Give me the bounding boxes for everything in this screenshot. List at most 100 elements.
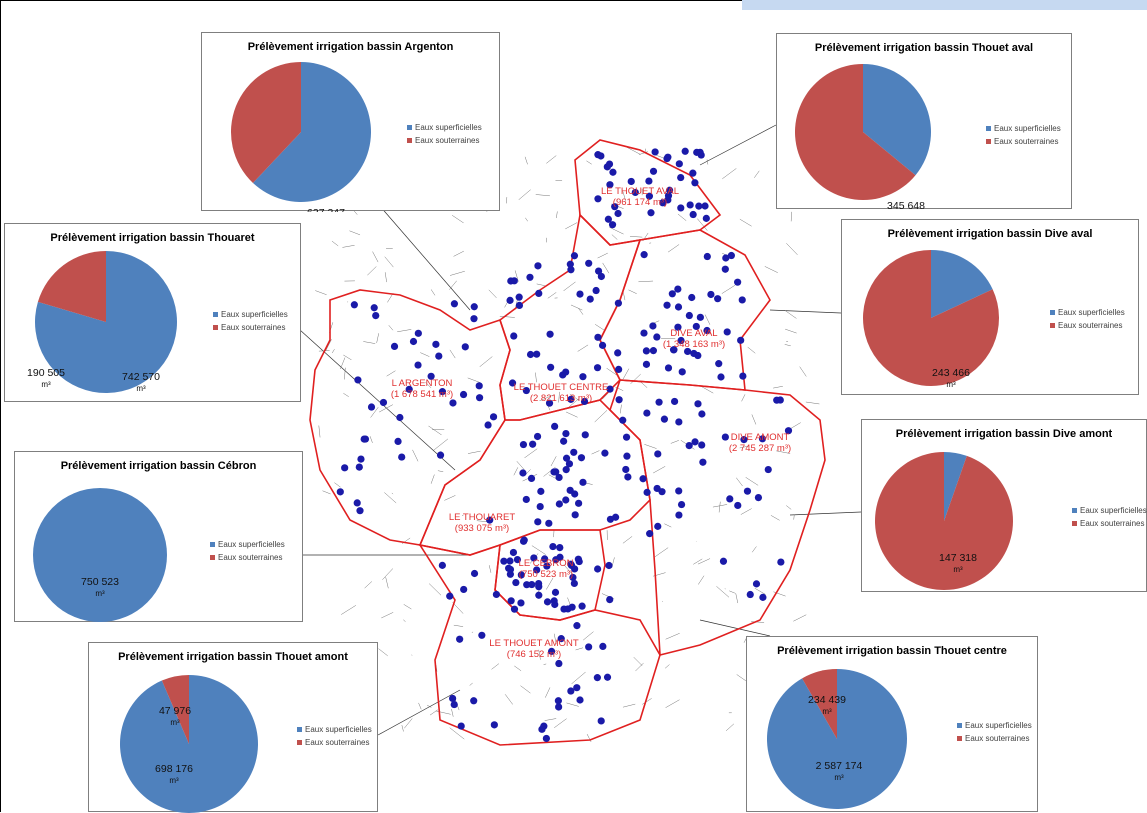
well-point bbox=[562, 368, 569, 375]
river-segment bbox=[752, 546, 756, 552]
river-segment bbox=[592, 451, 600, 455]
river-segment bbox=[403, 620, 405, 622]
river-segment bbox=[492, 664, 499, 670]
river-segment bbox=[655, 548, 668, 557]
well-point bbox=[599, 643, 606, 650]
chart-legend: Eaux superficielles Eaux souterraines bbox=[213, 308, 288, 334]
river-segment bbox=[722, 168, 736, 178]
river-segment bbox=[567, 598, 569, 605]
well-point bbox=[582, 431, 589, 438]
well-point bbox=[691, 179, 698, 186]
well-point bbox=[604, 674, 611, 681]
well-point bbox=[414, 361, 421, 368]
well-point bbox=[458, 722, 465, 729]
basin-volume: (1 678 541 m³) bbox=[391, 389, 453, 400]
legend-item-superficielles: Eaux superficielles bbox=[407, 121, 482, 134]
river-segment bbox=[468, 451, 481, 453]
river-segment bbox=[430, 710, 438, 715]
river-segment bbox=[428, 426, 441, 435]
legend-label: Eaux superficielles bbox=[221, 310, 288, 319]
river-segment bbox=[666, 633, 680, 639]
river-segment bbox=[379, 649, 388, 656]
river-segment bbox=[392, 493, 393, 494]
well-point bbox=[605, 562, 612, 569]
well-point bbox=[579, 373, 586, 380]
pie-slices bbox=[33, 488, 167, 622]
slice-value-label: 190 505 bbox=[27, 367, 65, 379]
well-point bbox=[675, 511, 682, 518]
river-segment bbox=[449, 281, 456, 290]
river-segment bbox=[623, 369, 629, 380]
well-point bbox=[435, 352, 442, 359]
river-segment bbox=[729, 591, 735, 593]
river-segment bbox=[349, 231, 360, 235]
river-segment bbox=[343, 393, 348, 397]
well-point bbox=[698, 410, 705, 417]
well-point bbox=[451, 300, 458, 307]
legend-swatch bbox=[986, 139, 991, 144]
well-point bbox=[556, 544, 563, 551]
legend-label: Eaux superficielles bbox=[1080, 506, 1147, 515]
well-point bbox=[734, 502, 741, 509]
well-point bbox=[765, 466, 772, 473]
river-segment bbox=[752, 414, 756, 424]
well-point bbox=[715, 360, 722, 367]
well-point bbox=[655, 399, 662, 406]
well-point bbox=[537, 488, 544, 495]
well-point bbox=[739, 296, 746, 303]
well-point bbox=[538, 726, 545, 733]
river-segment bbox=[468, 378, 480, 383]
well-point bbox=[720, 558, 727, 565]
well-point bbox=[614, 210, 621, 217]
well-point bbox=[555, 703, 562, 710]
slice-value-label: 698 176 bbox=[155, 763, 193, 775]
well-point bbox=[722, 266, 729, 273]
river-segment bbox=[598, 253, 608, 258]
river-segment bbox=[645, 149, 646, 152]
legend-label: Eaux souterraines bbox=[305, 738, 369, 747]
river-segment bbox=[525, 157, 527, 165]
legend-swatch bbox=[1072, 508, 1077, 513]
slice-value-label: 637 347 bbox=[307, 207, 345, 212]
slice-value-label: 243 466 bbox=[932, 367, 970, 379]
river-segment bbox=[450, 350, 455, 358]
well-point bbox=[529, 441, 536, 448]
river-segment bbox=[382, 569, 393, 580]
river-segment bbox=[566, 703, 578, 707]
river-segment bbox=[413, 450, 419, 461]
river-segment bbox=[551, 456, 556, 466]
well-point bbox=[587, 295, 594, 302]
well-point bbox=[573, 684, 580, 691]
river-segment bbox=[367, 266, 376, 275]
well-point bbox=[644, 489, 651, 496]
river-segment bbox=[363, 341, 375, 343]
river-segment bbox=[630, 236, 642, 237]
legend-item-superficielles: Eaux superficielles bbox=[957, 719, 1032, 732]
slice-value-label: 47 976 bbox=[159, 705, 191, 717]
well-point bbox=[562, 430, 569, 437]
river-segment bbox=[725, 588, 726, 589]
well-point bbox=[753, 580, 760, 587]
river-segment bbox=[800, 367, 807, 377]
river-segment bbox=[505, 694, 513, 704]
basin-name: LE THOUET AVAL bbox=[601, 186, 679, 197]
legend-label: Eaux souterraines bbox=[415, 136, 479, 145]
well-point bbox=[698, 441, 705, 448]
well-point bbox=[484, 421, 491, 428]
well-point bbox=[551, 601, 558, 608]
river-segment bbox=[785, 344, 791, 345]
river-segment bbox=[420, 353, 429, 357]
well-point bbox=[372, 312, 379, 319]
well-point bbox=[717, 373, 724, 380]
basin-name: L ARGENTON bbox=[391, 378, 453, 389]
river-segment bbox=[322, 491, 330, 494]
well-point bbox=[679, 368, 686, 375]
well-point bbox=[552, 468, 559, 475]
well-point bbox=[517, 599, 524, 606]
river-segment bbox=[698, 559, 710, 565]
river-segment bbox=[389, 325, 393, 330]
river-segment bbox=[480, 357, 493, 367]
legend-swatch bbox=[407, 125, 412, 130]
well-point bbox=[777, 396, 784, 403]
river-segment bbox=[386, 577, 389, 588]
